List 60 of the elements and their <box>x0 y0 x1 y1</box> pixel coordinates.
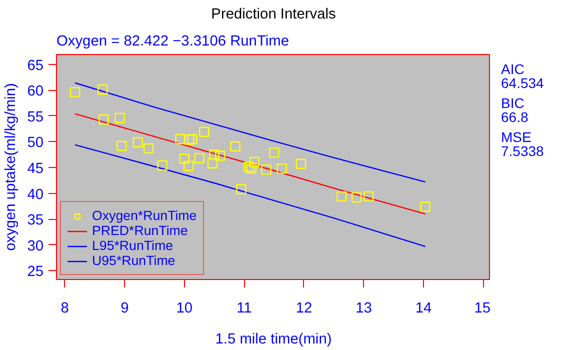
text: BIC 66.8 <box>501 95 530 125</box>
point <box>187 134 198 144</box>
point <box>215 150 226 161</box>
x-tick-label: 9 <box>120 300 129 316</box>
point <box>269 147 280 158</box>
x-tick-label: 11 <box>236 300 252 316</box>
point <box>244 162 254 172</box>
x-axis-title: 1.5 mile time(min) <box>215 332 332 348</box>
y-tick-label: 35 <box>27 212 44 229</box>
point <box>420 202 430 212</box>
text: AIC 64.534 <box>501 61 544 91</box>
point <box>184 160 194 172</box>
point <box>336 191 347 202</box>
point <box>276 163 287 174</box>
point <box>143 143 154 154</box>
point <box>184 134 194 145</box>
y-tick-label: 65 <box>27 58 44 74</box>
x-tick-label: 10 <box>176 300 193 316</box>
legend-label: PRED*RunTime <box>92 223 188 238</box>
point <box>114 112 125 124</box>
point <box>70 87 80 98</box>
x-tick-label: 12 <box>296 300 312 316</box>
chart-title: Prediction Intervals <box>211 6 336 22</box>
point <box>207 158 218 168</box>
point <box>97 84 108 95</box>
y-tick-label: 30 <box>27 238 44 254</box>
text: MSE 7.5338 <box>501 129 544 159</box>
x-tick-label: 13 <box>356 300 372 316</box>
y-tick-label: 60 <box>27 84 44 100</box>
point <box>98 114 109 125</box>
point <box>116 140 127 151</box>
point <box>351 192 362 203</box>
point <box>179 154 190 164</box>
point <box>157 160 168 171</box>
y-tick-label: 55 <box>27 109 44 126</box>
x-tick-label: 14 <box>415 300 432 316</box>
y-tick-label: 45 <box>27 161 44 178</box>
legend-label: U95*RunTime <box>92 253 176 268</box>
point <box>132 137 143 148</box>
point <box>261 164 272 175</box>
legend-label: L95*RunTime <box>92 238 173 253</box>
point <box>175 134 186 144</box>
chart-subtitle: Oxygen = 82.422 −3.3106 RunTime <box>56 34 289 50</box>
point <box>199 126 210 138</box>
point <box>194 153 204 164</box>
x-tick-label: 8 <box>60 300 69 316</box>
point <box>363 191 374 202</box>
point <box>209 150 220 160</box>
point <box>246 163 256 174</box>
y-tick-label: 50 <box>27 135 44 152</box>
point <box>236 184 246 194</box>
point <box>249 156 260 167</box>
point <box>296 158 306 170</box>
y-tick-label: 25 <box>27 264 44 280</box>
line-series <box>74 82 426 183</box>
legend-label: Oxygen*RunTime <box>92 208 197 223</box>
y-tick-label: 40 <box>27 186 44 203</box>
point <box>230 141 240 152</box>
x-tick-label: 15 <box>474 300 491 316</box>
y-axis-title: oxygen uptake(ml/kg/min) <box>3 83 20 251</box>
